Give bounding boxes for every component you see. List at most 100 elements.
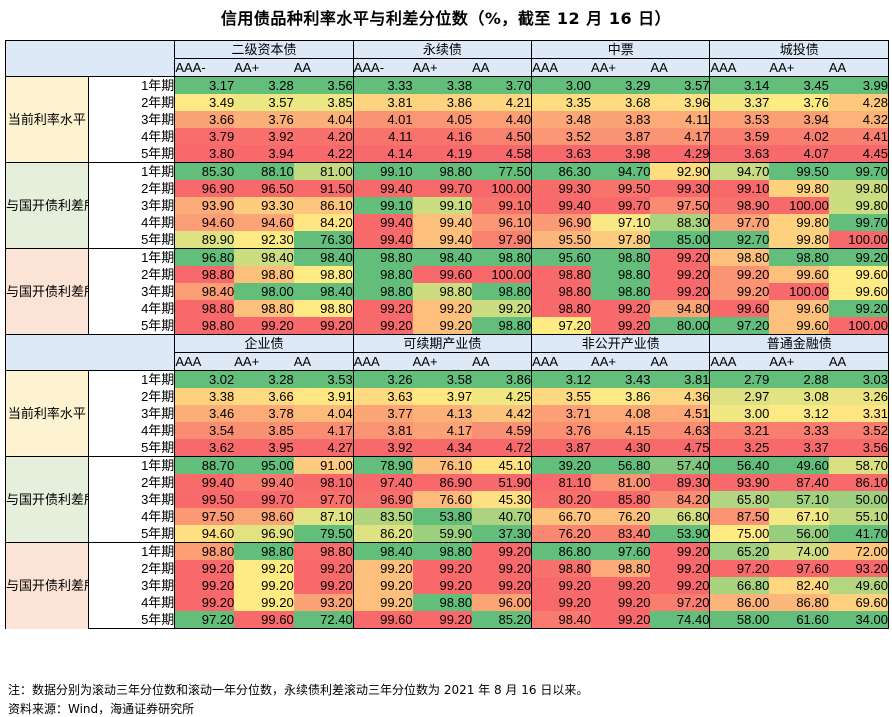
term-label: 5年期 <box>88 525 175 543</box>
term-label: 5年期 <box>88 317 175 335</box>
value-cell: 53.80 <box>412 508 473 525</box>
value-cell: 97.80 <box>591 231 651 249</box>
term-label: 2年期 <box>88 388 175 405</box>
value-cell: 99.60 <box>412 266 473 283</box>
value-cell: 84.20 <box>650 491 710 508</box>
value-cell: 76.30 <box>293 231 354 249</box>
rating-header: AA+ <box>234 352 294 371</box>
value-cell: 94.70 <box>709 162 770 180</box>
value-cell: 4.17 <box>293 422 354 439</box>
value-cell: 91.50 <box>293 180 354 197</box>
value-cell: 98.40 <box>412 248 473 266</box>
term-label: 4年期 <box>88 422 175 439</box>
value-cell: 4.14 <box>352 145 413 163</box>
value-cell: 4.59 <box>472 422 532 439</box>
value-cell: 3.46 <box>174 405 235 422</box>
value-cell: 99.20 <box>174 594 235 611</box>
value-cell: 88.10 <box>234 162 294 180</box>
value-cell: 3.92 <box>352 439 413 457</box>
value-cell: 99.60 <box>709 300 770 317</box>
value-cell: 97.60 <box>769 560 829 577</box>
value-cell: 87.10 <box>293 508 354 525</box>
rating-header: AA+ <box>591 352 651 371</box>
value-cell: 3.49 <box>174 94 235 111</box>
value-cell: 4.19 <box>412 145 473 163</box>
value-cell: 88.70 <box>174 456 235 474</box>
spread-table: 二级资本债 永续债 中票 城投债 AAA- AA+ AA AAA- AA+ AA AAA AA+ AA A… <box>4 40 889 629</box>
value-cell: 86.80 <box>769 594 829 611</box>
term-label: 3年期 <box>88 577 175 594</box>
value-cell: 99.20 <box>293 577 354 594</box>
value-cell: 3.38 <box>174 388 235 405</box>
value-cell: 59.90 <box>412 525 473 543</box>
value-cell: 4.27 <box>293 439 354 457</box>
value-cell: 3.57 <box>234 94 294 111</box>
value-cell: 3.76 <box>531 422 592 439</box>
rating-header: AA <box>293 58 354 77</box>
category-header: 非公开产业债 <box>531 334 710 353</box>
value-cell: 99.10 <box>352 162 413 180</box>
value-cell: 98.80 <box>352 266 413 283</box>
category-header: 可续期产业债 <box>352 334 532 353</box>
value-cell: 98.80 <box>234 266 294 283</box>
value-cell: 76.10 <box>412 456 473 474</box>
value-cell: 4.50 <box>472 128 532 145</box>
value-cell: 98.80 <box>412 542 473 560</box>
value-cell: 80.00 <box>650 317 710 335</box>
value-cell: 4.16 <box>412 128 473 145</box>
value-cell: 4.04 <box>293 111 354 128</box>
header-corner <box>4 58 175 77</box>
value-cell: 49.60 <box>769 456 829 474</box>
value-cell: 3.77 <box>352 405 413 422</box>
value-cell: 98.80 <box>174 317 235 335</box>
value-cell: 4.20 <box>293 128 354 145</box>
value-cell: 97.60 <box>591 542 651 560</box>
value-cell: 61.60 <box>769 611 829 629</box>
value-cell: 81.00 <box>293 162 354 180</box>
value-cell: 3.63 <box>352 388 413 405</box>
value-cell: 99.40 <box>352 214 413 231</box>
value-cell: 4.34 <box>412 439 473 457</box>
value-cell: 83.50 <box>352 508 413 525</box>
value-cell: 97.20 <box>531 317 592 335</box>
value-cell: 88.30 <box>650 214 710 231</box>
value-cell: 4.41 <box>828 128 889 145</box>
value-cell: 3.12 <box>769 405 829 422</box>
rating-header: AA+ <box>591 58 651 77</box>
value-cell: 3.86 <box>412 94 473 111</box>
value-cell: 99.20 <box>472 542 532 560</box>
value-cell: 99.20 <box>591 594 651 611</box>
value-cell: 97.20 <box>709 317 770 335</box>
value-cell: 99.20 <box>234 560 294 577</box>
value-cell: 3.54 <box>174 422 235 439</box>
value-cell: 86.30 <box>531 162 592 180</box>
value-cell: 3.91 <box>293 388 354 405</box>
value-cell: 4.11 <box>650 111 710 128</box>
value-cell: 99.20 <box>709 266 770 283</box>
value-cell: 3.80 <box>174 145 235 163</box>
value-cell: 3.95 <box>234 439 294 457</box>
value-cell: 99.80 <box>769 231 829 249</box>
value-cell: 98.10 <box>293 474 354 491</box>
value-cell: 3.38 <box>412 76 473 94</box>
value-cell: 51.90 <box>472 474 532 491</box>
value-cell: 75.00 <box>709 525 770 543</box>
value-cell: 3.92 <box>234 128 294 145</box>
value-cell: 4.21 <box>472 94 532 111</box>
value-cell: 86.10 <box>828 474 889 491</box>
value-cell: 99.80 <box>769 214 829 231</box>
value-cell: 3.29 <box>591 76 651 94</box>
value-cell: 99.20 <box>293 560 354 577</box>
rating-header: AAA <box>352 352 413 371</box>
value-cell: 99.20 <box>531 594 592 611</box>
value-cell: 97.40 <box>352 474 413 491</box>
value-cell: 99.20 <box>650 266 710 283</box>
value-cell: 96.10 <box>472 214 532 231</box>
rating-header: AAA <box>174 352 235 371</box>
value-cell: 99.20 <box>412 317 473 335</box>
value-cell: 3.57 <box>650 76 710 94</box>
value-cell: 99.20 <box>591 611 651 629</box>
value-cell: 99.40 <box>412 231 473 249</box>
value-cell: 99.20 <box>591 300 651 317</box>
value-cell: 87.40 <box>769 474 829 491</box>
